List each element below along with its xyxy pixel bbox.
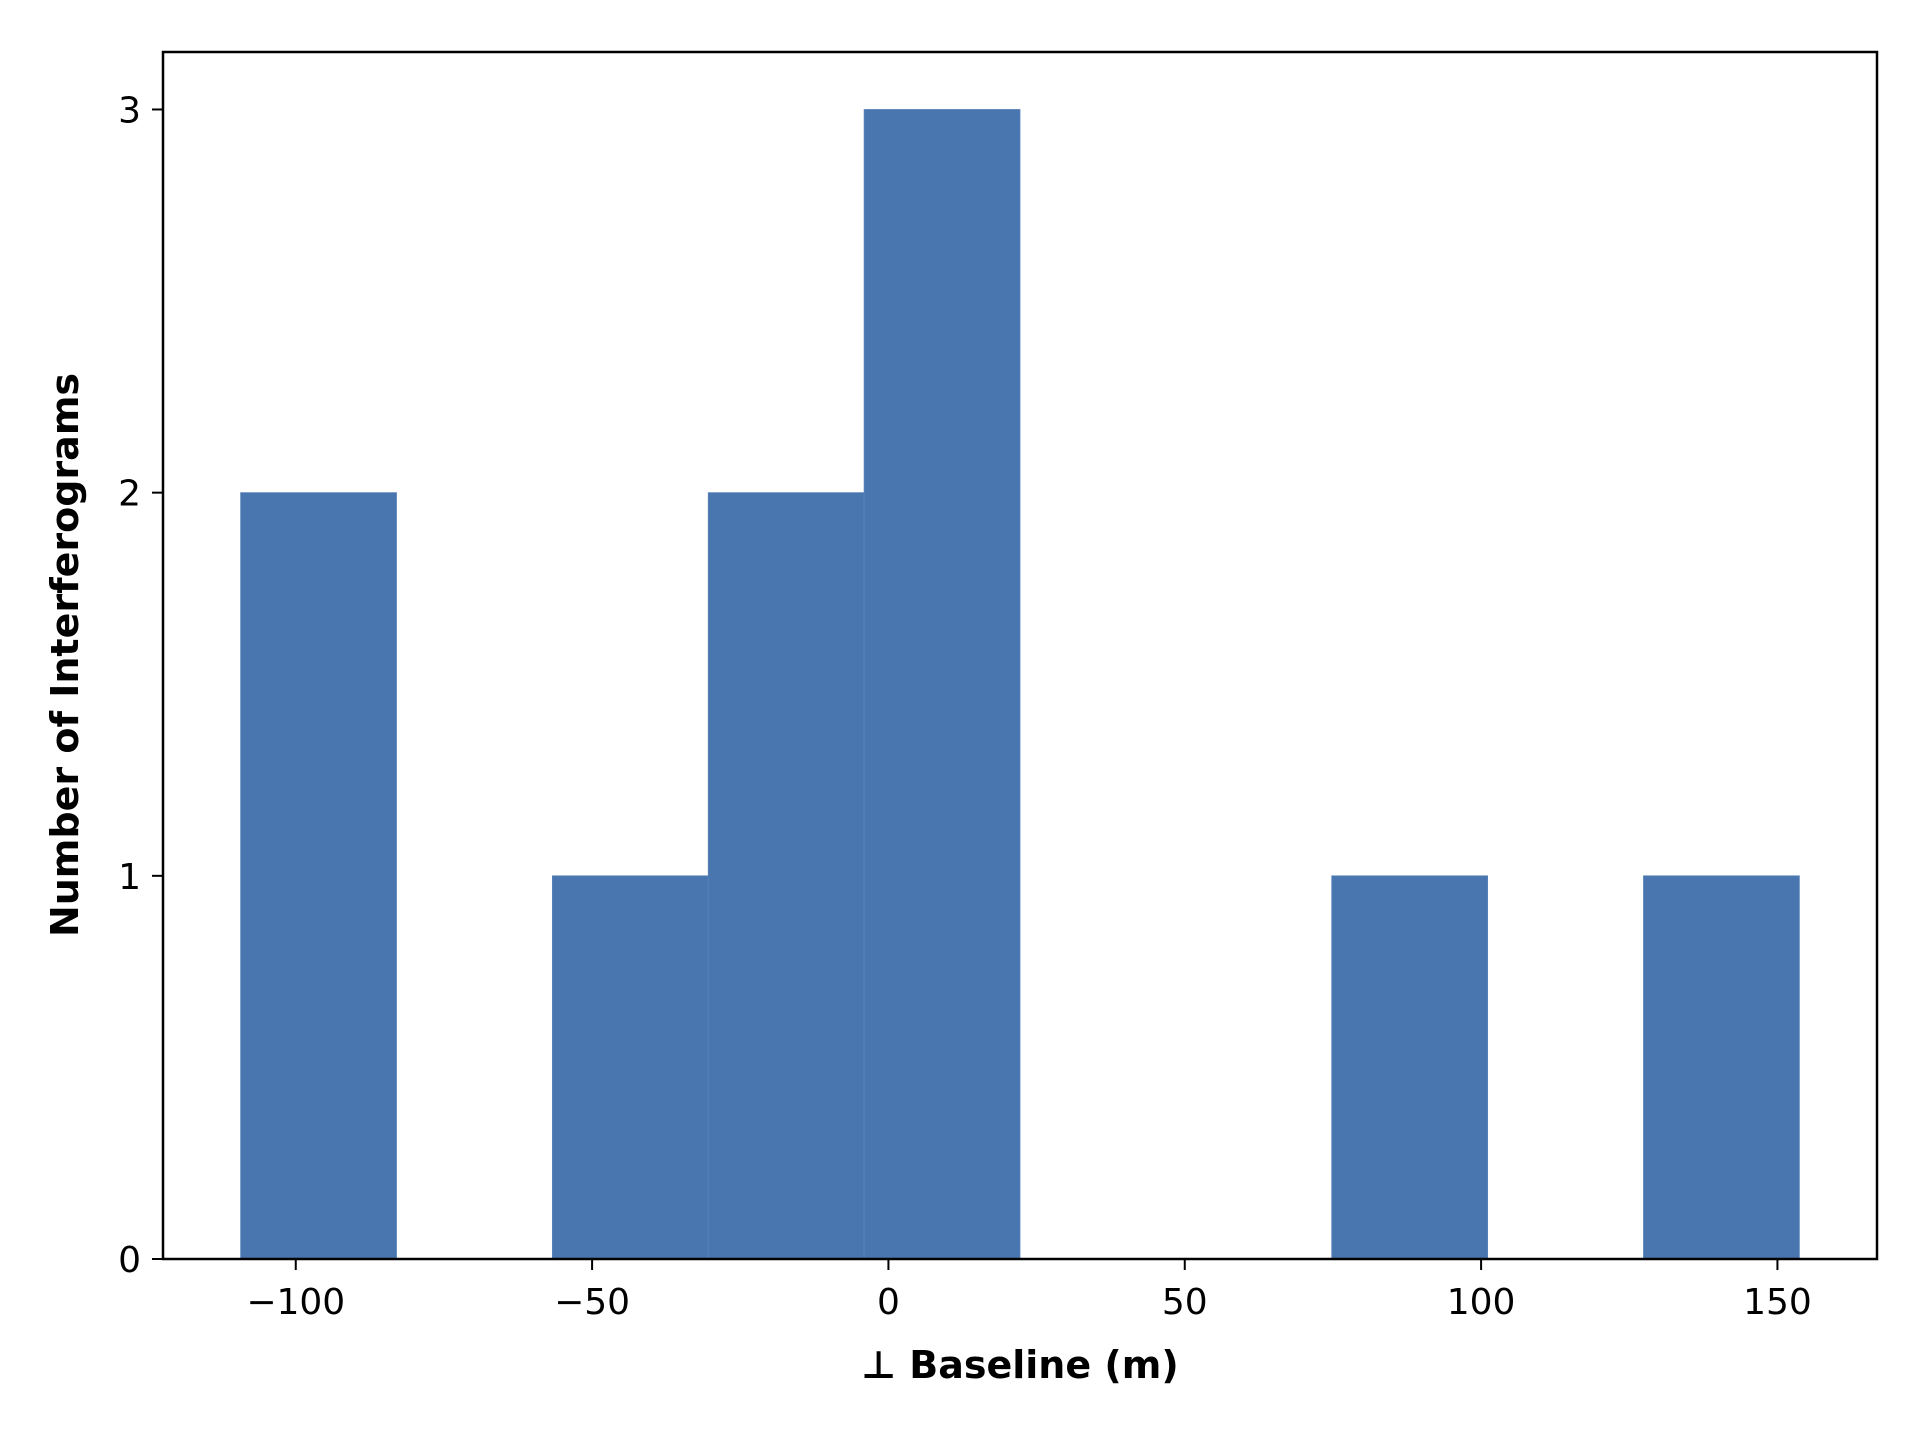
y-axis-label: Number of Interferograms — [43, 373, 87, 937]
bars-group — [240, 109, 1800, 1260]
x-tick-label: 50 — [1162, 1282, 1208, 1323]
x-tick-label: −100 — [246, 1282, 345, 1323]
x-tick-label: −50 — [554, 1282, 630, 1323]
x-tick-label: 100 — [1447, 1282, 1516, 1323]
x-axis-label: ⊥ Baseline (m) — [861, 1343, 1178, 1387]
histogram-bar-9 — [1643, 875, 1800, 1260]
y-tick-label: 3 — [118, 90, 141, 131]
histogram-bar-4 — [863, 109, 1021, 1260]
y-tick-label: 2 — [118, 474, 141, 515]
x-tick-label: 150 — [1743, 1282, 1812, 1323]
histogram-bar-0 — [240, 492, 397, 1260]
histogram-bar-2 — [551, 875, 709, 1260]
histogram-bar-3 — [707, 492, 865, 1260]
histogram-bar-7 — [1331, 875, 1489, 1260]
y-tick-label: 1 — [118, 857, 141, 898]
y-axis-ticks: 0 1 2 3 — [118, 90, 163, 1281]
y-tick-label: 0 — [118, 1240, 141, 1281]
x-axis-ticks: −100 −50 0 50 100 150 — [246, 1259, 1812, 1323]
plot-frame — [161, 50, 1879, 1261]
x-tick-label: 0 — [877, 1282, 900, 1323]
